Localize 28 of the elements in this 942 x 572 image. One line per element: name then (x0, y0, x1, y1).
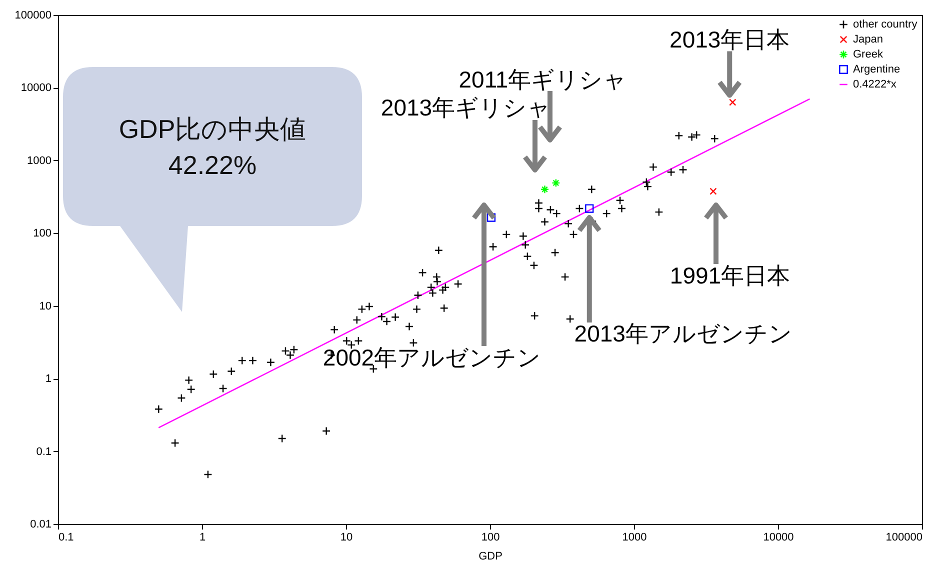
annotation: 2013年アルゼンチン (574, 320, 792, 347)
x-tick-label: 10000 (763, 532, 794, 544)
x-tick-label: 1000 (622, 532, 647, 544)
annotation: 1991年日本 (670, 262, 790, 290)
y-tick-label: 0.01 (30, 518, 52, 530)
x-tick-label: 100 (481, 532, 500, 544)
legend-label: Argentine (853, 64, 900, 76)
y-tick-label: 1000 (27, 154, 52, 167)
x-tick-label: 0.1 (58, 532, 74, 544)
x-tick-label: 1 (199, 532, 206, 544)
y-tick-label: 100000 (14, 10, 52, 22)
annotation: 2002年アルゼンチン (322, 344, 542, 372)
annotation: GDP比の中央値 42.22% (118, 112, 308, 182)
legend-label: Japan (853, 34, 883, 46)
legend-label: Greek (853, 48, 884, 60)
y-tick-label: 1 (45, 373, 52, 386)
x-tick-label: 100000 (886, 532, 922, 544)
y-tick-label: 10 (39, 300, 52, 312)
legend-label: 0.4222*x (853, 78, 897, 90)
x-tick-label: 10 (340, 532, 353, 544)
legend-label: other country (853, 18, 918, 30)
annotation: 2011年ギリシャ (458, 66, 628, 94)
y-tick-label: 100 (33, 228, 52, 240)
annotation: 2013年ギリシャ (380, 94, 552, 122)
x-axis-title: GDP (478, 550, 502, 562)
y-tick-label: 10000 (20, 82, 52, 94)
y-tick-label: 0.1 (36, 446, 52, 458)
annotation: 2013年日本 (670, 26, 790, 52)
